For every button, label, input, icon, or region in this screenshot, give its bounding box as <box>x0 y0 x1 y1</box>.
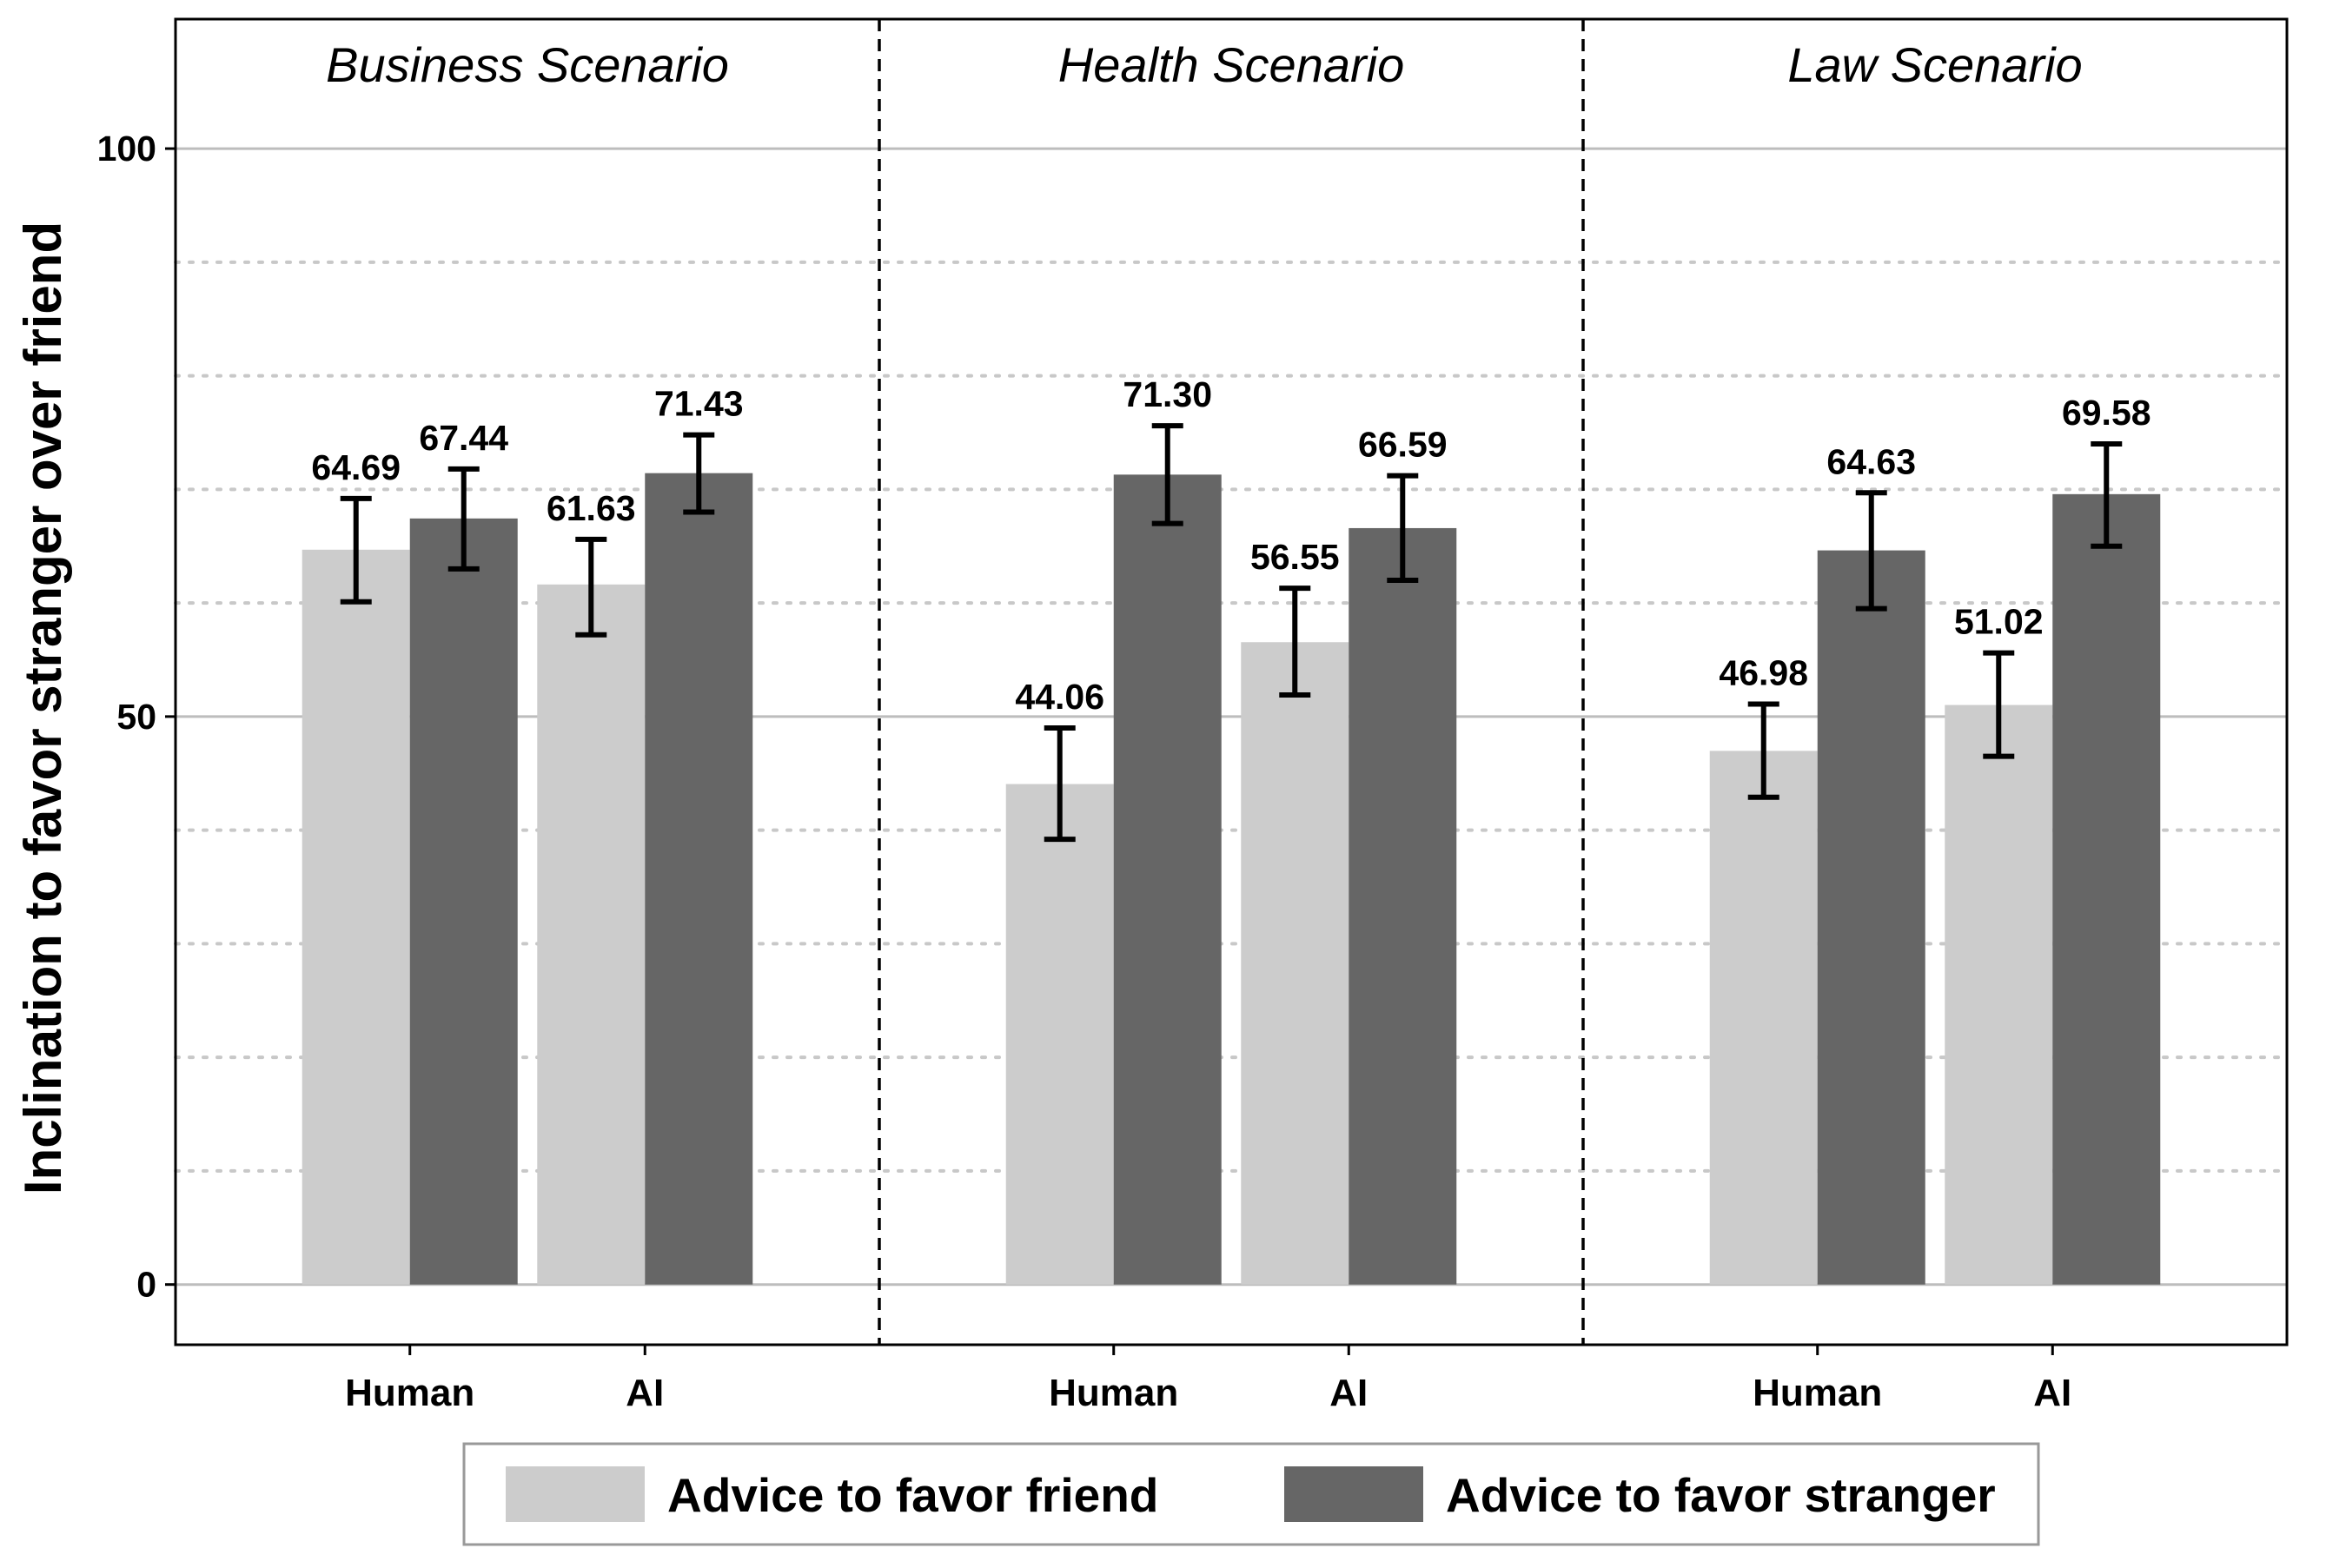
bar <box>2052 493 2161 1285</box>
x-tick-label: AI <box>626 1372 664 1414</box>
y-axis-title: Inclination to favor stranger over frien… <box>14 222 72 1194</box>
data-label: 66.59 <box>1358 425 1448 465</box>
x-tick-label: AI <box>1329 1372 1368 1414</box>
data-label: 71.43 <box>654 384 744 424</box>
data-label: 64.69 <box>311 447 401 487</box>
bar <box>1241 642 1349 1285</box>
bar <box>1113 474 1222 1285</box>
data-label: 44.06 <box>1015 677 1104 717</box>
legend-label: Advice to favor friend <box>667 1468 1158 1522</box>
x-tick-label: Human <box>1049 1372 1178 1414</box>
data-label: 56.55 <box>1250 537 1340 577</box>
bar <box>1005 784 1114 1285</box>
bar <box>645 473 753 1285</box>
panel-title: Business Scenario <box>326 37 729 92</box>
panel-title: Health Scenario <box>1058 37 1404 92</box>
y-tick-label: 0 <box>136 1265 156 1305</box>
legend-swatch <box>506 1466 645 1522</box>
panel-title: Law Scenario <box>1787 37 2082 92</box>
legend-box <box>462 1442 2040 1546</box>
x-tick-label: Human <box>345 1372 474 1414</box>
bar <box>1709 751 1818 1285</box>
legend-label: Advice to favor stranger <box>1446 1468 1996 1522</box>
bar <box>1817 550 1925 1285</box>
data-label: 64.63 <box>1826 441 1916 481</box>
bar <box>1349 527 1457 1285</box>
legend-swatch <box>1284 1466 1423 1522</box>
data-label: 67.44 <box>419 418 508 458</box>
data-label: 46.98 <box>1719 652 1808 692</box>
x-tick-label: Human <box>1753 1372 1882 1414</box>
bar <box>537 584 646 1285</box>
x-tick-label: AI <box>2033 1372 2071 1414</box>
plot-border <box>174 17 2289 1346</box>
data-label: 61.63 <box>547 488 636 528</box>
bar <box>409 518 518 1285</box>
data-label: 71.30 <box>1123 374 1212 414</box>
y-tick-label: 100 <box>97 129 156 169</box>
data-label: 51.02 <box>1954 602 2044 642</box>
bar <box>1945 705 2053 1285</box>
y-tick-label: 50 <box>116 697 156 737</box>
bar <box>302 549 410 1285</box>
data-label: 69.58 <box>2062 393 2151 433</box>
